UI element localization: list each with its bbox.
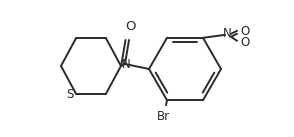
Text: Br: Br <box>156 110 170 123</box>
Text: O: O <box>240 36 249 49</box>
Text: N: N <box>122 58 131 72</box>
Text: O: O <box>125 20 135 33</box>
Text: S: S <box>67 88 74 101</box>
Text: N: N <box>223 27 231 40</box>
Text: O: O <box>240 25 249 38</box>
